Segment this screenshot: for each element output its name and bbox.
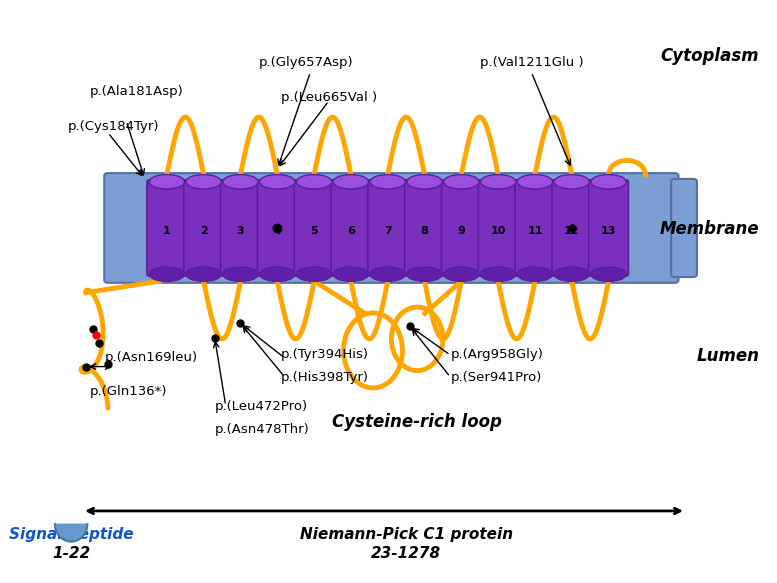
- Ellipse shape: [407, 267, 442, 282]
- Text: p.(Leu472Pro): p.(Leu472Pro): [214, 400, 308, 413]
- Text: p.(Leu665Val ): p.(Leu665Val ): [281, 91, 377, 104]
- Text: p.(Asn478Thr): p.(Asn478Thr): [214, 423, 309, 436]
- Ellipse shape: [480, 174, 516, 189]
- Text: Cytoplasm: Cytoplasm: [661, 47, 759, 65]
- Text: p.(Gly657Asp): p.(Gly657Asp): [259, 57, 354, 69]
- Text: Cysteine-rich loop: Cysteine-rich loop: [333, 413, 503, 431]
- Text: 1-22: 1-22: [52, 546, 90, 561]
- FancyBboxPatch shape: [515, 180, 555, 276]
- Text: Niemann-Pick C1 protein: Niemann-Pick C1 protein: [300, 526, 513, 542]
- FancyBboxPatch shape: [147, 180, 186, 276]
- FancyBboxPatch shape: [184, 180, 224, 276]
- Ellipse shape: [186, 267, 221, 282]
- Ellipse shape: [480, 267, 516, 282]
- Ellipse shape: [591, 267, 626, 282]
- Text: p.(Val1211Glu ): p.(Val1211Glu ): [479, 57, 584, 69]
- Text: p.(Ala181Asp): p.(Ala181Asp): [89, 85, 183, 98]
- Text: Membrane: Membrane: [660, 220, 759, 238]
- Ellipse shape: [517, 174, 552, 189]
- Text: 12: 12: [564, 226, 580, 236]
- Ellipse shape: [149, 267, 184, 282]
- Text: 5: 5: [310, 226, 318, 236]
- FancyBboxPatch shape: [479, 180, 518, 276]
- Text: 9: 9: [458, 226, 465, 236]
- Text: 7: 7: [384, 226, 392, 236]
- Text: 3: 3: [237, 226, 244, 236]
- Ellipse shape: [333, 267, 368, 282]
- Ellipse shape: [260, 174, 295, 189]
- Text: 4: 4: [274, 226, 281, 236]
- FancyBboxPatch shape: [104, 173, 678, 283]
- Ellipse shape: [554, 174, 590, 189]
- FancyBboxPatch shape: [589, 180, 629, 276]
- Ellipse shape: [591, 174, 626, 189]
- Ellipse shape: [296, 267, 332, 282]
- Text: 13: 13: [601, 226, 616, 236]
- Text: p.(Arg958Gly): p.(Arg958Gly): [451, 348, 543, 361]
- FancyBboxPatch shape: [441, 180, 481, 276]
- FancyBboxPatch shape: [294, 180, 334, 276]
- FancyBboxPatch shape: [331, 180, 371, 276]
- FancyBboxPatch shape: [257, 180, 297, 276]
- Ellipse shape: [554, 267, 590, 282]
- Ellipse shape: [370, 174, 406, 189]
- FancyBboxPatch shape: [221, 180, 260, 276]
- Text: 1: 1: [163, 226, 171, 236]
- Ellipse shape: [223, 174, 258, 189]
- Text: p.(Tyr394His): p.(Tyr394His): [281, 348, 369, 361]
- Ellipse shape: [260, 267, 295, 282]
- Text: Lumen: Lumen: [696, 347, 759, 365]
- Text: 23-1278: 23-1278: [371, 546, 441, 561]
- FancyBboxPatch shape: [405, 180, 444, 276]
- Ellipse shape: [333, 174, 368, 189]
- Text: 2: 2: [200, 226, 207, 236]
- Text: Signal peptide: Signal peptide: [9, 526, 134, 542]
- Text: 6: 6: [347, 226, 355, 236]
- FancyBboxPatch shape: [552, 180, 591, 276]
- FancyBboxPatch shape: [368, 180, 408, 276]
- Text: p.(His398Tyr): p.(His398Tyr): [281, 371, 369, 384]
- Text: p.(Gln136*): p.(Gln136*): [89, 385, 167, 398]
- Ellipse shape: [186, 174, 221, 189]
- Ellipse shape: [370, 267, 406, 282]
- Ellipse shape: [296, 174, 332, 189]
- Text: 10: 10: [490, 226, 506, 236]
- Text: p.(Cys184Tyr): p.(Cys184Tyr): [68, 120, 159, 133]
- Ellipse shape: [444, 267, 479, 282]
- Ellipse shape: [407, 174, 442, 189]
- FancyBboxPatch shape: [671, 179, 697, 277]
- Polygon shape: [55, 524, 87, 542]
- Text: 8: 8: [420, 226, 428, 236]
- Ellipse shape: [444, 174, 479, 189]
- Ellipse shape: [149, 174, 184, 189]
- Ellipse shape: [223, 267, 258, 282]
- Ellipse shape: [517, 267, 552, 282]
- Text: p.(Ser941Pro): p.(Ser941Pro): [451, 371, 542, 384]
- Text: p.(Asn169leu): p.(Asn169leu): [104, 351, 197, 364]
- Text: 11: 11: [528, 226, 542, 236]
